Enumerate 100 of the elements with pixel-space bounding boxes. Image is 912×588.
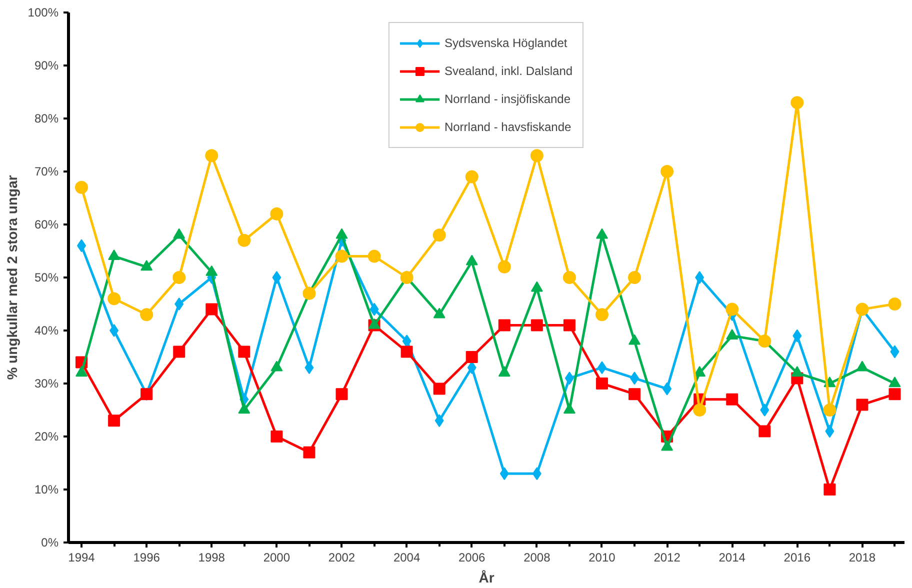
x-tick-label: 2018 <box>848 550 876 564</box>
point <box>693 404 706 416</box>
point <box>824 484 836 496</box>
point <box>630 372 640 385</box>
point <box>368 318 380 329</box>
point <box>563 403 576 414</box>
point <box>530 281 543 292</box>
point <box>596 378 608 390</box>
point <box>173 228 186 239</box>
y-tick-label: 60% <box>34 218 59 232</box>
point <box>694 366 706 377</box>
y-tick-label: 10% <box>34 482 59 496</box>
y-tick-label: 100% <box>28 6 59 20</box>
point <box>206 265 218 276</box>
point <box>890 345 900 358</box>
point <box>303 446 316 458</box>
y-tick-label: 30% <box>34 376 59 390</box>
x-tick-label: 2010 <box>588 550 616 564</box>
y-axis-title: % ungkullar med 2 stora ungar <box>4 174 20 380</box>
point <box>238 234 251 247</box>
point <box>662 382 672 396</box>
point <box>370 302 379 316</box>
point <box>726 302 739 316</box>
point <box>790 96 804 110</box>
point <box>532 467 542 480</box>
point <box>825 424 834 438</box>
y-tick-label: 20% <box>34 430 59 444</box>
point <box>400 346 413 358</box>
point <box>856 398 868 411</box>
point <box>466 254 478 266</box>
point <box>140 308 154 322</box>
point <box>140 260 153 271</box>
x-tick-label: 2006 <box>458 550 486 564</box>
point <box>791 366 804 377</box>
point <box>434 414 444 428</box>
point <box>302 286 316 300</box>
y-tick-label: 80% <box>34 112 59 126</box>
point <box>628 388 641 400</box>
point <box>564 372 574 385</box>
point <box>466 351 478 363</box>
x-tick-label: 2002 <box>328 550 356 564</box>
point <box>661 440 674 451</box>
point <box>272 271 282 284</box>
point <box>335 250 348 263</box>
point <box>76 366 88 377</box>
point <box>465 170 478 184</box>
point <box>433 308 446 318</box>
point <box>726 328 738 340</box>
point <box>760 404 770 416</box>
point <box>530 149 544 162</box>
point <box>108 292 121 306</box>
x-tick-label: 1996 <box>133 550 160 564</box>
legend-label: Norrland - havsfiskande <box>444 120 572 134</box>
x-tick-label: 1998 <box>198 550 226 564</box>
point <box>888 376 901 388</box>
point <box>304 361 314 374</box>
legend-label: Norrland - insjöfiskande <box>444 92 571 106</box>
x-tick-label: 2016 <box>784 550 811 564</box>
point <box>726 393 738 406</box>
x-tick-label: 2014 <box>718 550 746 564</box>
x-tick-label: 2012 <box>654 550 681 564</box>
point <box>270 360 283 372</box>
point <box>758 425 771 438</box>
point <box>336 388 348 400</box>
point <box>823 404 836 416</box>
x-tick-label: 2008 <box>524 550 551 564</box>
point <box>400 271 414 284</box>
point <box>498 260 511 274</box>
point <box>563 319 576 332</box>
point <box>336 228 348 239</box>
point <box>108 414 120 427</box>
point <box>856 360 868 372</box>
point <box>77 239 86 252</box>
legend-label: Sydsvenska Höglandet <box>444 36 568 50</box>
point <box>695 271 704 284</box>
point <box>498 366 510 377</box>
x-tick-label: 2004 <box>393 550 420 564</box>
point <box>75 180 88 194</box>
point <box>238 346 250 358</box>
legend-label: Svealand, inkl. Dalsland <box>444 64 573 78</box>
point <box>467 361 476 374</box>
point <box>792 329 802 342</box>
point <box>238 403 250 414</box>
point <box>205 149 218 162</box>
point <box>173 346 186 358</box>
point <box>888 388 901 400</box>
point <box>660 165 674 178</box>
x-tick-label: 2000 <box>263 550 290 564</box>
point <box>562 271 576 284</box>
point <box>498 319 510 332</box>
point <box>888 298 902 310</box>
point <box>206 303 218 316</box>
point <box>597 361 606 374</box>
point <box>433 382 446 395</box>
y-tick-label: 70% <box>34 164 59 178</box>
point <box>110 324 119 337</box>
point <box>530 319 543 332</box>
point <box>368 250 381 263</box>
x-axis-title: År <box>478 570 495 586</box>
point <box>500 467 509 480</box>
